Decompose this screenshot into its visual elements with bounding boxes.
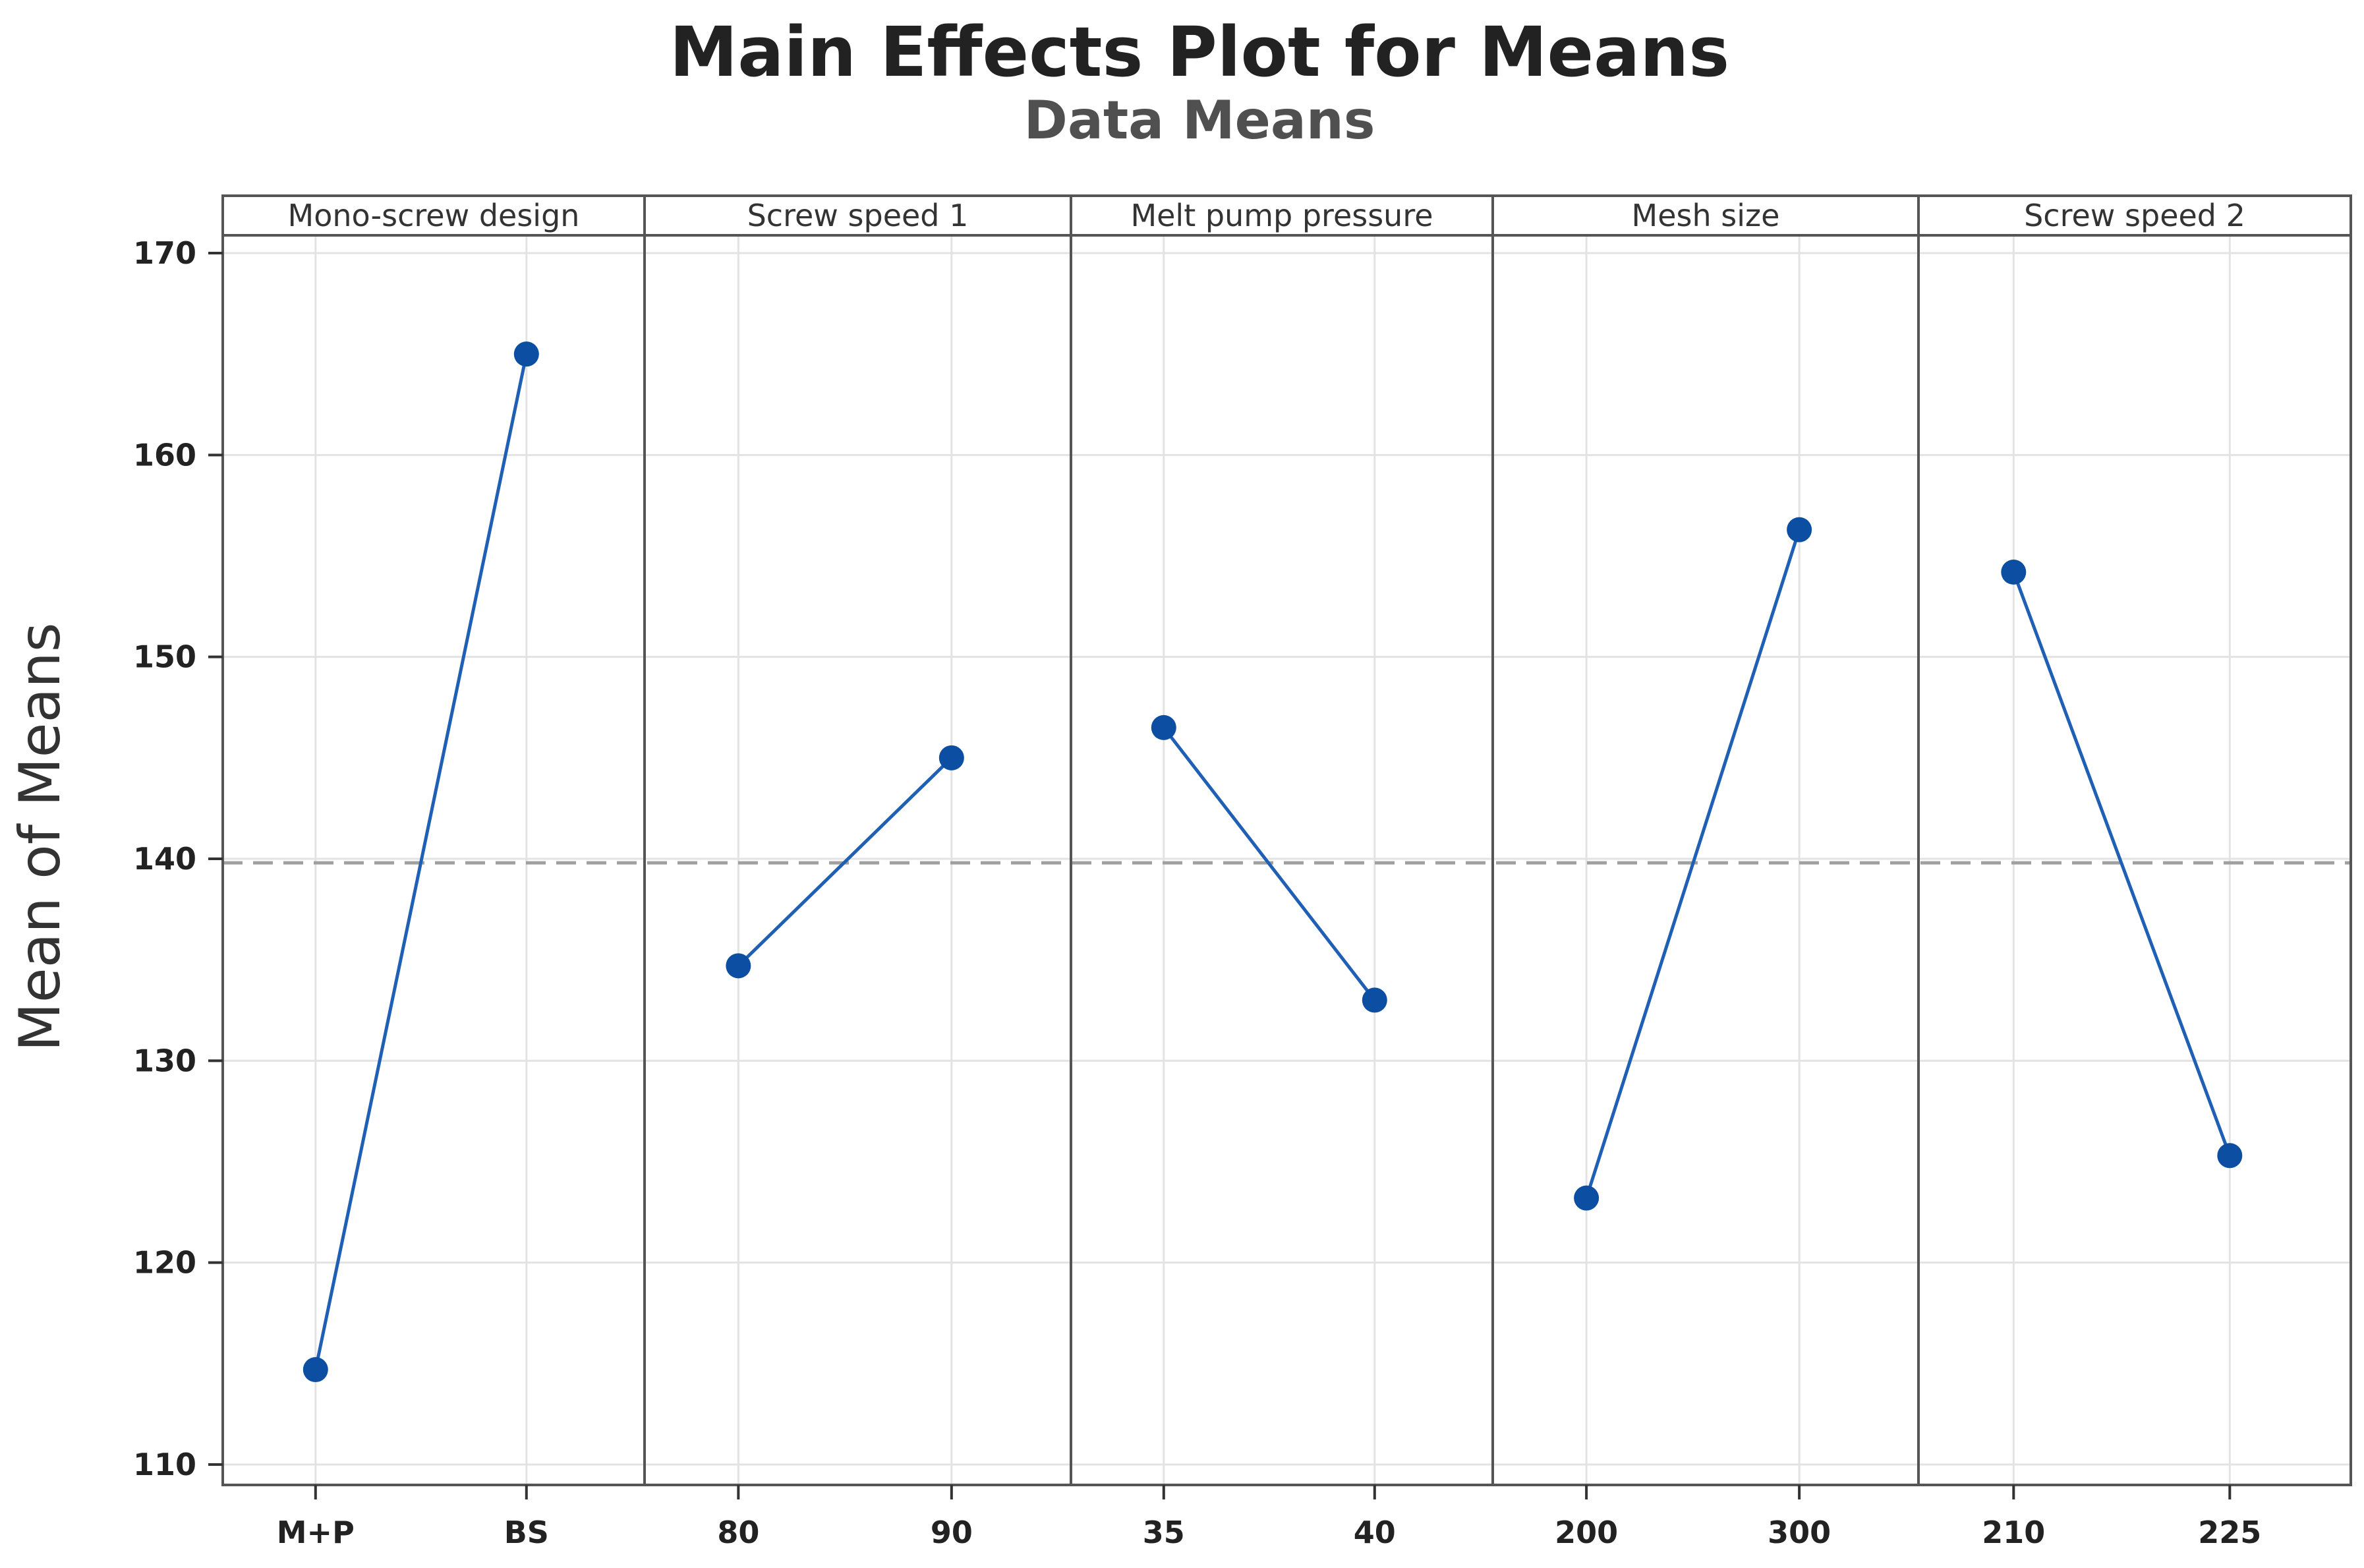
panel-header-label: Melt pump pressure (1130, 198, 1433, 233)
main-effect-line (314, 353, 529, 1370)
x-tick-label: 200 (1555, 1515, 1618, 1550)
y-tick-label: 110 (133, 1447, 196, 1482)
y-tick-label: 170 (133, 235, 196, 271)
chart-title: Main Effects Plot for Means (670, 12, 1729, 92)
y-tick-label: 160 (133, 437, 196, 473)
data-point (1151, 714, 1176, 740)
chart-subtitle: Data Means (1024, 90, 1375, 151)
panel-header-label: Screw speed 2 (2024, 198, 2245, 233)
y-tick-label: 120 (133, 1245, 196, 1281)
main-effect-line (1584, 529, 1801, 1199)
x-tick-label: BS (504, 1515, 549, 1550)
data-point (1574, 1185, 1600, 1211)
plot-frame (221, 194, 2352, 1486)
y-tick-label: 150 (133, 639, 196, 675)
data-point (938, 745, 964, 770)
data-point (513, 341, 539, 367)
main-effect-line (737, 757, 953, 968)
plot-area: Mono-screw design Screw speed 1 Melt pump … (133, 194, 2352, 1550)
x-tick-label: 225 (2198, 1515, 2261, 1550)
data-point (2001, 560, 2027, 585)
x-tick-label: 90 (931, 1515, 973, 1550)
main-effect-line (1162, 726, 1376, 1001)
data-point (1787, 517, 1812, 542)
data-point (726, 953, 751, 979)
panel-header-label: Screw speed 1 (747, 198, 969, 233)
x-tick-label: 210 (1982, 1515, 2045, 1550)
x-tick-label: 40 (1354, 1515, 1396, 1550)
main-effect-line (2011, 571, 2232, 1157)
panel-header-label: Mesh size (1632, 198, 1780, 233)
y-tick-label: 140 (133, 841, 196, 877)
y-axis-label: Mean of Means (7, 622, 73, 1051)
x-tick-label: 80 (717, 1515, 759, 1550)
y-tick-label: 130 (133, 1043, 196, 1078)
x-tick-label: 300 (1768, 1515, 1831, 1550)
x-tick-label: 35 (1143, 1515, 1185, 1550)
data-point (2217, 1143, 2243, 1169)
panel-header-label: Mono-screw design (288, 198, 580, 233)
x-tick-label: M+P (277, 1515, 355, 1550)
data-point (303, 1357, 328, 1383)
data-point (1362, 987, 1387, 1013)
